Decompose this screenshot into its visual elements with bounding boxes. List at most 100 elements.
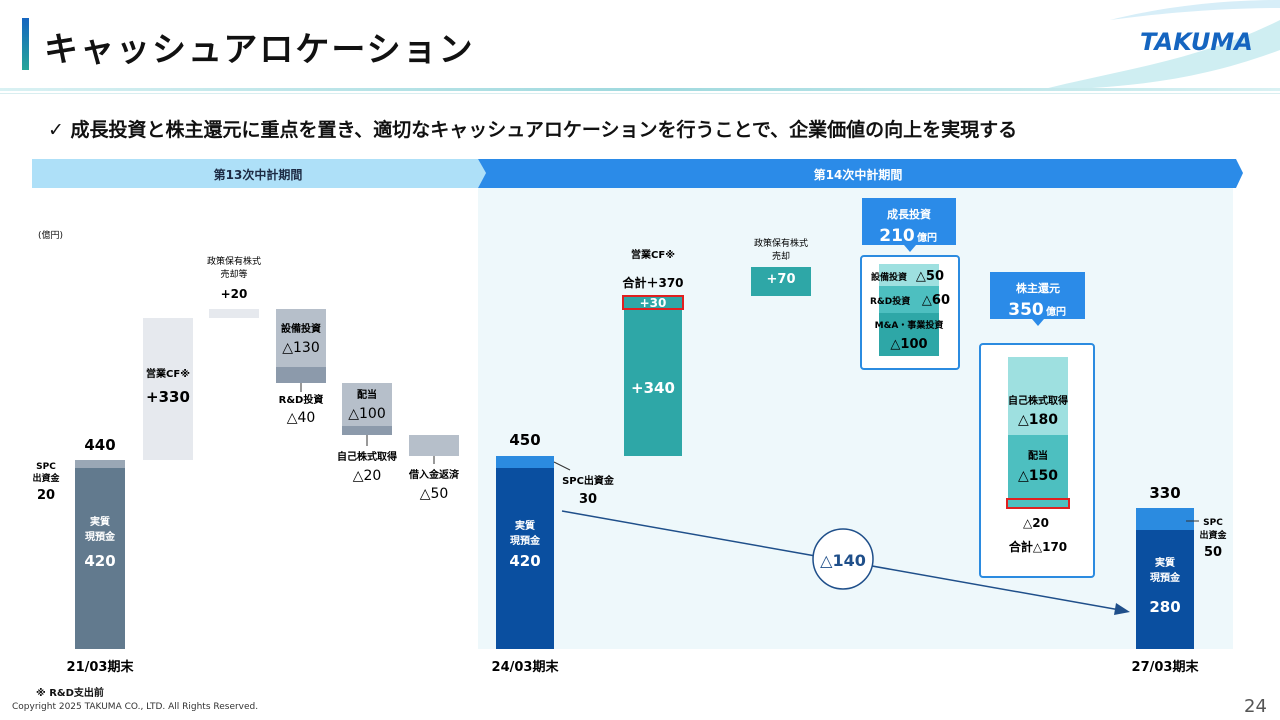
- p2-spc-leader: [553, 461, 571, 471]
- growth-unit: 億円: [917, 231, 937, 244]
- growth-capex-value: △50: [916, 269, 944, 284]
- p1-start-cash-label-2: 現預金: [85, 530, 116, 543]
- p1-dividend-value: △100: [348, 406, 386, 422]
- return-dividend-value: △150: [1018, 468, 1058, 484]
- p1-capex-bar: [276, 309, 326, 367]
- lead-statement: ✓ 成長投資と株主還元に重点を置き、適切なキャッシュアロケーションを行うことで、…: [48, 119, 1018, 141]
- p2-end-spc-label-2: 出資金: [1199, 529, 1227, 541]
- footnote: ※ R&D支出前: [36, 688, 104, 699]
- p2-start-cash-value: 420: [509, 552, 540, 570]
- return-extra-bar: [1008, 499, 1068, 508]
- p2-end-spc-value: 50: [1204, 545, 1222, 560]
- growth-rd-bar: [879, 286, 939, 313]
- p1-debt-bar: [409, 435, 459, 456]
- growth-rd-value: △60: [922, 293, 950, 308]
- p1-policy-label-1: 政策保有株式: [207, 255, 261, 267]
- cash-allocation-chart: 第13次中計期間 第14次中計期間 (億円) 440 実質 現預金 420 SP…: [32, 159, 1243, 675]
- p1-buyback-label: 自己株式取得: [337, 450, 397, 463]
- p2-end-spc-label-1: SPC: [1203, 518, 1223, 528]
- p1-debt-label: 借入金返済: [408, 468, 460, 481]
- page-number: 24: [1244, 696, 1267, 717]
- title-accent-bar: [22, 18, 29, 70]
- unit-label: (億円): [38, 229, 63, 241]
- p2-policy-value: +70: [767, 272, 796, 287]
- p2-start-cash-label-2: 現預金: [510, 534, 541, 547]
- takuma-logo: TAKUMA: [1140, 28, 1253, 56]
- p2-policy-bar: [751, 267, 811, 296]
- p2-opcf-highlight: [622, 295, 684, 310]
- period14-label: 第14次中計期間: [814, 167, 903, 182]
- p2-end-cash-label-1: 実質: [1155, 556, 1175, 569]
- logo-swoosh-decoration: [1040, 0, 1280, 90]
- growth-rd-label: R&D投資: [870, 295, 910, 307]
- p1-rd-label: R&D投資: [279, 393, 324, 406]
- change-value: △140: [820, 551, 866, 570]
- p2-policy-label-1: 政策保有株式: [754, 237, 808, 249]
- p1-dividend-bar: [342, 383, 392, 426]
- p1-policy-label-2: 売却等: [220, 268, 247, 280]
- p1-start-cash-bar: [75, 468, 125, 649]
- return-callout: [990, 272, 1085, 326]
- return-amount: 350: [1008, 300, 1044, 320]
- p1-policy-value: +20: [221, 287, 248, 301]
- growth-capex-bar: [879, 264, 939, 286]
- p2-start-cash-bar: [496, 468, 554, 649]
- p2-start-cash-label-1: 実質: [515, 519, 535, 532]
- return-buyback-value: △180: [1018, 412, 1058, 428]
- p1-start-total: 440: [84, 436, 115, 454]
- p1-debt-value: △50: [420, 486, 449, 502]
- p2-start-spc-bar: [496, 456, 554, 468]
- change-circle: [812, 528, 874, 590]
- p1-capex-label: 設備投資: [281, 322, 321, 335]
- p2-opcf-part-30: +30: [640, 296, 667, 310]
- period13-banner: [32, 159, 486, 188]
- p2-opcf-bar-340: [624, 309, 682, 456]
- return-buyback-label: 自己株式取得: [1008, 394, 1068, 407]
- return-extra-highlight: [1006, 498, 1070, 509]
- p2-policy-label-2: 売却: [772, 250, 790, 262]
- p1-buyback-value: △20: [353, 468, 382, 484]
- p2-spc-label: SPC出資金: [562, 474, 615, 487]
- return-dividend-label: 配当: [1028, 449, 1048, 462]
- p1-start-spc-bar: [75, 460, 125, 468]
- p2-opcf-part-340: +340: [631, 379, 675, 397]
- growth-ma-bar: [879, 313, 939, 356]
- change-arrow-head: [1114, 603, 1130, 615]
- header-divider-thin: [0, 93, 1280, 94]
- p1-rd-bar: [276, 367, 326, 383]
- p2-end-spc-bar: [1136, 508, 1194, 530]
- period14-banner: [478, 159, 1243, 188]
- p1-buyback-bar: [342, 426, 392, 435]
- growth-ma-value: △100: [890, 337, 927, 352]
- p1-start-cash-label-1: 実質: [90, 515, 110, 528]
- p2-opcf-label: 営業CF※: [631, 248, 675, 261]
- p1-start-cash-value: 420: [84, 552, 115, 570]
- growth-capex-label: 設備投資: [871, 271, 907, 283]
- p2-start-total: 450: [509, 431, 540, 449]
- p1-spc-label-1: SPC: [36, 462, 56, 472]
- return-unit: 億円: [1046, 305, 1066, 318]
- p1-opcf-label: 営業CF※: [146, 367, 190, 380]
- period13-label: 第13次中計期間: [214, 167, 303, 182]
- growth-title: 成長投資: [887, 207, 931, 221]
- p2-spc-value: 30: [579, 492, 597, 507]
- p2-end-cash-value: 280: [1149, 598, 1180, 616]
- p1-spc-value: 20: [37, 488, 55, 503]
- growth-ma-label: M&A・事業投資: [875, 319, 944, 331]
- p1-capex-value: △130: [282, 340, 320, 356]
- p2-end-total: 330: [1149, 484, 1180, 502]
- header-divider: [0, 88, 1280, 91]
- page-title: キャッシュアロケーション: [44, 30, 475, 70]
- category-2403: 24/03期末: [492, 659, 560, 675]
- p1-policy-bar: [209, 309, 259, 318]
- p1-opcf-bar: [143, 318, 193, 460]
- growth-amount: 210: [879, 226, 915, 246]
- p1-spc-label-2: 出資金: [32, 472, 60, 484]
- return-subtotal: 合計△170: [1009, 539, 1067, 554]
- p2-opcf-bar-30: [624, 296, 682, 309]
- growth-callout: [862, 198, 956, 252]
- p1-opcf-value: +330: [146, 388, 190, 406]
- category-2103: 21/03期末: [67, 659, 135, 675]
- return-buyback-bar: [1008, 357, 1068, 435]
- p2-end-cash-label-2: 現預金: [1150, 571, 1181, 584]
